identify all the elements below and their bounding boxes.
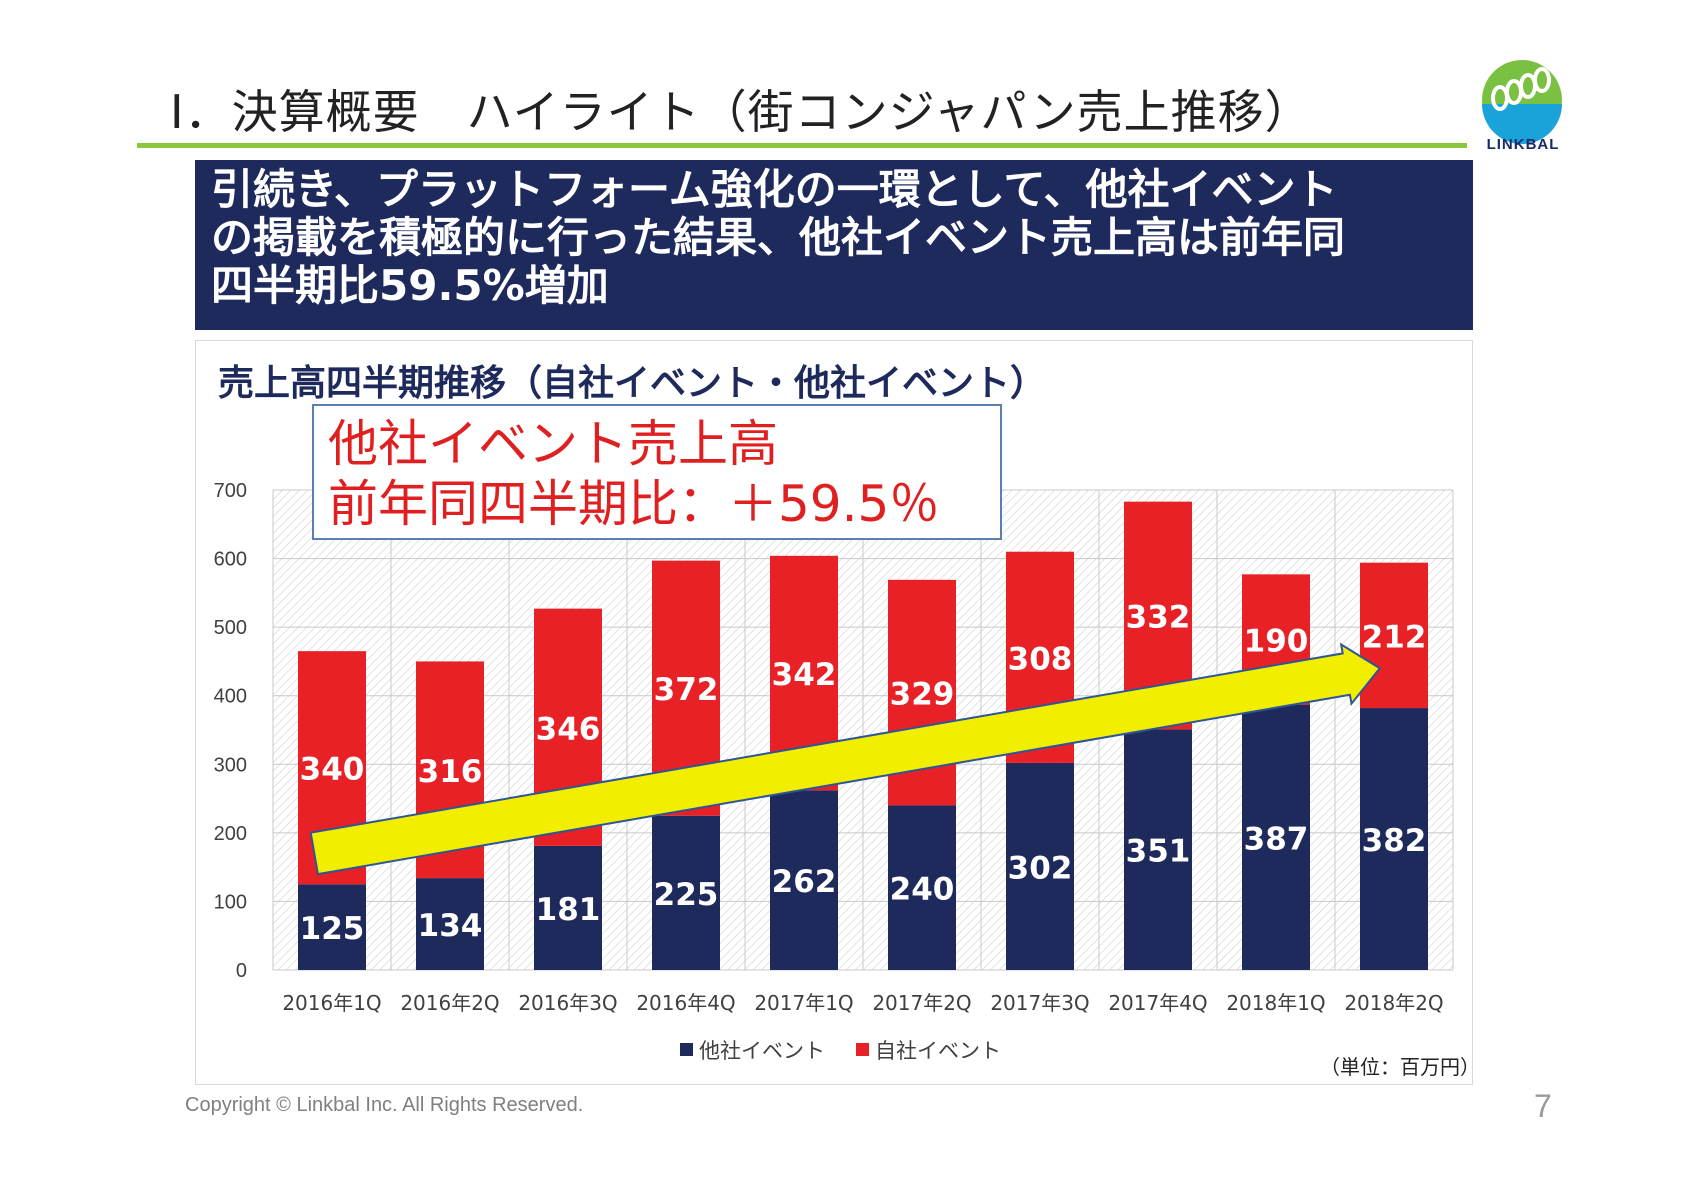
data-label-other-event: 382 — [1362, 823, 1427, 859]
bar-segment-other-event — [534, 845, 602, 970]
legend-label: 自社イベント — [875, 1039, 1001, 1063]
unit-note: （単位：百万円） — [1320, 1055, 1480, 1079]
bar-segment-other-event — [416, 878, 484, 970]
x-tick-label: 2018年1Q — [1226, 991, 1325, 1015]
x-tick-label: 2017年1Q — [754, 991, 853, 1015]
growth-callout: 他社イベント売上高 前年同四半期比：＋59.5％ — [312, 404, 1002, 540]
logo-wordmark: LINKBAL — [1486, 136, 1560, 153]
y-tick-label: 0 — [236, 960, 247, 982]
data-label-other-event: 387 — [1244, 821, 1309, 857]
y-tick-label: 300 — [214, 754, 247, 776]
linkbal-logo-icon — [1482, 60, 1562, 144]
bar-segment-other-event — [770, 790, 838, 970]
data-label-own-event: 316 — [418, 754, 483, 790]
data-label-own-event: 340 — [300, 752, 365, 788]
page-number: 7 — [1534, 1088, 1552, 1124]
data-label-own-event: 342 — [772, 657, 837, 693]
copyright-footer: Copyright © Linkbal Inc. All Rights Rese… — [185, 1094, 584, 1116]
headline-line: 四半期比59.5%増加 — [211, 261, 609, 310]
data-label-own-event: 212 — [1362, 619, 1427, 655]
bar-segment-other-event — [1360, 708, 1428, 970]
bar-segment-other-event — [652, 815, 720, 970]
legend-swatch — [856, 1043, 869, 1056]
x-tick-label: 2016年1Q — [282, 991, 381, 1015]
bar-segment-other-event — [888, 805, 956, 970]
data-label-own-event: 308 — [1008, 641, 1073, 677]
data-label-other-event: 302 — [1008, 850, 1073, 886]
legend-swatch — [680, 1043, 693, 1056]
data-label-other-event: 240 — [890, 872, 955, 908]
y-tick-label: 400 — [214, 686, 247, 708]
bar-segment-other-event — [298, 884, 366, 970]
data-label-other-event: 225 — [654, 877, 719, 913]
data-label-own-event: 346 — [536, 711, 601, 747]
callout-line: 前年同四半期比：＋59.5％ — [328, 475, 940, 533]
x-tick-label: 2017年3Q — [990, 991, 1089, 1015]
callout-line: 他社イベント売上高 — [328, 415, 778, 473]
x-tick-label: 2016年2Q — [400, 991, 499, 1015]
headline-line: 引続き、プラットフォーム強化の一環として、他社イベント — [211, 165, 1338, 214]
chart-title: 売上高四半期推移（自社イベント・他社イベント） — [218, 363, 1047, 404]
headline-line: の掲載を積極的に行った結果、他社イベント売上高は前年同 — [211, 213, 1346, 262]
x-tick-label: 2017年4Q — [1108, 991, 1207, 1015]
x-tick-label: 2018年2Q — [1344, 991, 1443, 1015]
bar-segment-other-event — [1006, 762, 1074, 970]
data-label-other-event: 134 — [418, 908, 483, 944]
legend-label: 他社イベント — [699, 1039, 825, 1063]
data-label-other-event: 125 — [300, 911, 365, 947]
data-label-own-event: 329 — [890, 677, 955, 713]
data-label-other-event: 262 — [772, 864, 837, 900]
y-tick-label: 100 — [214, 891, 247, 913]
x-tick-label: 2017年2Q — [872, 991, 971, 1015]
headline-banner: 引続き、プラットフォーム強化の一環として、他社イベント の掲載を積極的に行った結… — [195, 160, 1473, 330]
y-tick-label: 600 — [214, 549, 247, 571]
bar-segment-own-event — [1360, 562, 1428, 709]
bar-segment-other-event — [1124, 729, 1192, 970]
y-tick-label: 200 — [214, 823, 247, 845]
slide-title: Ⅰ．決算概要 ハイライト（街コンジャパン売上推移） — [170, 85, 1312, 139]
x-tick-label: 2016年3Q — [518, 991, 617, 1015]
trend-arrow-icon — [309, 642, 1382, 876]
data-label-own-event: 372 — [654, 672, 719, 708]
data-label-own-event: 332 — [1126, 599, 1191, 635]
data-label-other-event: 351 — [1126, 834, 1191, 870]
data-label-own-event: 190 — [1244, 623, 1309, 659]
y-tick-label: 700 — [214, 480, 247, 502]
y-tick-label: 500 — [214, 617, 247, 639]
data-label-other-event: 181 — [536, 892, 601, 928]
bar-segment-other-event — [1242, 704, 1310, 970]
title-rule — [137, 143, 1467, 148]
x-tick-label: 2016年4Q — [636, 991, 735, 1015]
